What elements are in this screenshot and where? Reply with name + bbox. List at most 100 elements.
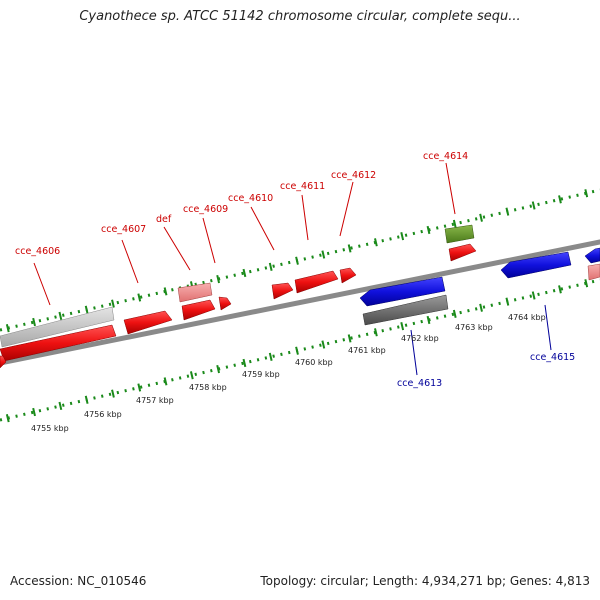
scale-tick bbox=[558, 195, 562, 204]
gene-label-cce-4610[interactable]: cce_4610 bbox=[228, 193, 273, 204]
scale-tick bbox=[452, 309, 457, 319]
gene-feature-cce-4614[interactable] bbox=[448, 243, 477, 262]
leader-cce-4609 bbox=[202, 217, 216, 264]
scale-tick bbox=[584, 279, 589, 288]
scale-tick bbox=[321, 250, 326, 259]
leader-cce-4611 bbox=[301, 194, 309, 241]
gene-feature-cce-4612[interactable] bbox=[339, 267, 357, 284]
gene-label-cce-4612[interactable]: cce_4612 bbox=[331, 170, 376, 181]
scale-tick bbox=[242, 268, 247, 278]
scale-tick bbox=[32, 317, 36, 327]
scale-tick bbox=[137, 383, 142, 392]
scale-tick bbox=[137, 293, 142, 302]
leader-def bbox=[163, 226, 191, 271]
gene-feature-right-blue[interactable] bbox=[584, 247, 600, 264]
lower-rail-ticks bbox=[5, 279, 589, 423]
gene-label-cce-4614[interactable]: cce_4614 bbox=[423, 151, 468, 162]
leader-cce-4615 bbox=[544, 304, 552, 351]
scale-tick bbox=[84, 395, 89, 404]
scale-tick bbox=[111, 299, 115, 308]
pseudogene-feature-dark[interactable] bbox=[362, 294, 449, 326]
gene-feature-def[interactable] bbox=[181, 299, 216, 321]
scale-label: 4760 kbp bbox=[295, 358, 333, 367]
scale-label: 4757 kbp bbox=[136, 396, 174, 405]
scale-label: 4763 kbp bbox=[455, 323, 493, 332]
scale-tick bbox=[400, 232, 405, 241]
scale-tick bbox=[111, 389, 115, 398]
leader-cce-4614 bbox=[445, 162, 456, 215]
scale-tick bbox=[216, 364, 221, 374]
scale-tick bbox=[268, 352, 273, 361]
scale-tick bbox=[163, 377, 168, 386]
chromosome-backbone bbox=[0, 239, 600, 366]
scale-labels: 4755 kbp 4756 kbp 4757 kbp 4758 kbp 4759… bbox=[31, 313, 546, 433]
scale-tick bbox=[295, 346, 299, 355]
accession-text: Accession: NC_010546 bbox=[10, 574, 147, 588]
gene-label-cce-4606[interactable]: cce_4606 bbox=[15, 246, 60, 257]
scale-tick bbox=[321, 340, 326, 349]
scale-label: 4761 kbp bbox=[348, 346, 386, 355]
leader-cce-4610 bbox=[250, 206, 275, 251]
plus-strand-features bbox=[0, 224, 600, 369]
gene-labels: cce_4606 cce_4607 def cce_4609 cce_4610 … bbox=[15, 151, 575, 389]
topology-text: Topology: circular; Length: 4,934,271 bp… bbox=[260, 574, 590, 588]
scale-tick bbox=[58, 401, 63, 411]
scale-label: 4762 kbp bbox=[401, 334, 439, 343]
scale-tick bbox=[531, 201, 536, 210]
scale-tick bbox=[479, 303, 483, 312]
leader-cce-4606 bbox=[33, 262, 51, 306]
scale-label: 4764 kbp bbox=[508, 313, 546, 322]
gene-feature-cce-4613[interactable] bbox=[359, 276, 446, 307]
label-leader-lines bbox=[33, 162, 552, 376]
scale-tick bbox=[5, 324, 10, 333]
scale-tick bbox=[242, 358, 247, 368]
gene-feature-cce-4610[interactable] bbox=[271, 282, 294, 300]
scale-tick bbox=[479, 213, 483, 222]
map-title: Cyanothece sp. ATCC 51142 chromosome cir… bbox=[79, 9, 521, 24]
scale-tick bbox=[5, 414, 10, 423]
minus-strand-features bbox=[359, 247, 600, 326]
gene-feature-cce-4607[interactable] bbox=[123, 310, 173, 335]
gene-feature-left-edge[interactable] bbox=[0, 355, 7, 369]
leader-cce-4613 bbox=[410, 329, 418, 376]
gene-feature-cce-4609[interactable] bbox=[218, 296, 232, 311]
scale-tick bbox=[347, 334, 352, 343]
gene-label-cce-4609[interactable]: cce_4609 bbox=[183, 204, 228, 215]
leader-cce-4607 bbox=[121, 239, 139, 284]
scale-tick bbox=[374, 328, 378, 337]
scale-tick bbox=[505, 297, 510, 306]
gene-label-cce-4607[interactable]: cce_4607 bbox=[101, 224, 146, 235]
gene-label-cce-4613[interactable]: cce_4613 bbox=[397, 378, 442, 389]
upper-rail-ticks bbox=[5, 189, 589, 333]
scale-label: 4756 kbp bbox=[84, 410, 122, 419]
gene-label-cce-4611[interactable]: cce_4611 bbox=[280, 181, 325, 192]
scale-tick bbox=[84, 305, 89, 314]
scale-tick bbox=[58, 311, 63, 321]
scale-tick bbox=[347, 244, 352, 253]
scale-tick bbox=[374, 238, 378, 247]
lower-scale-rail bbox=[0, 278, 600, 422]
scale-tick bbox=[32, 407, 36, 417]
gene-feature-def-light[interactable] bbox=[177, 282, 213, 303]
scale-tick bbox=[163, 287, 168, 296]
scale-label: 4758 kbp bbox=[189, 383, 227, 392]
leader-cce-4612 bbox=[339, 181, 354, 237]
scale-tick bbox=[295, 256, 299, 265]
scale-tick bbox=[426, 225, 431, 235]
scale-tick bbox=[426, 315, 431, 325]
gene-feature-right-light[interactable] bbox=[587, 263, 600, 281]
scale-tick bbox=[452, 219, 457, 229]
gene-feature-cce-4611[interactable] bbox=[294, 270, 339, 294]
scale-tick bbox=[268, 262, 273, 271]
scale-tick bbox=[400, 322, 405, 331]
gene-feature-cce-4615[interactable] bbox=[500, 251, 572, 279]
rna-feature-cce-4614[interactable] bbox=[444, 224, 475, 244]
scale-tick bbox=[216, 274, 221, 284]
pseudogene-feature-light[interactable] bbox=[0, 306, 115, 348]
scale-tick bbox=[531, 291, 536, 300]
gene-label-def[interactable]: def bbox=[156, 214, 172, 225]
scale-label: 4759 kbp bbox=[242, 370, 280, 379]
upper-scale-rail bbox=[0, 188, 600, 332]
scale-tick bbox=[189, 371, 194, 380]
gene-label-cce-4615[interactable]: cce_4615 bbox=[530, 352, 575, 363]
